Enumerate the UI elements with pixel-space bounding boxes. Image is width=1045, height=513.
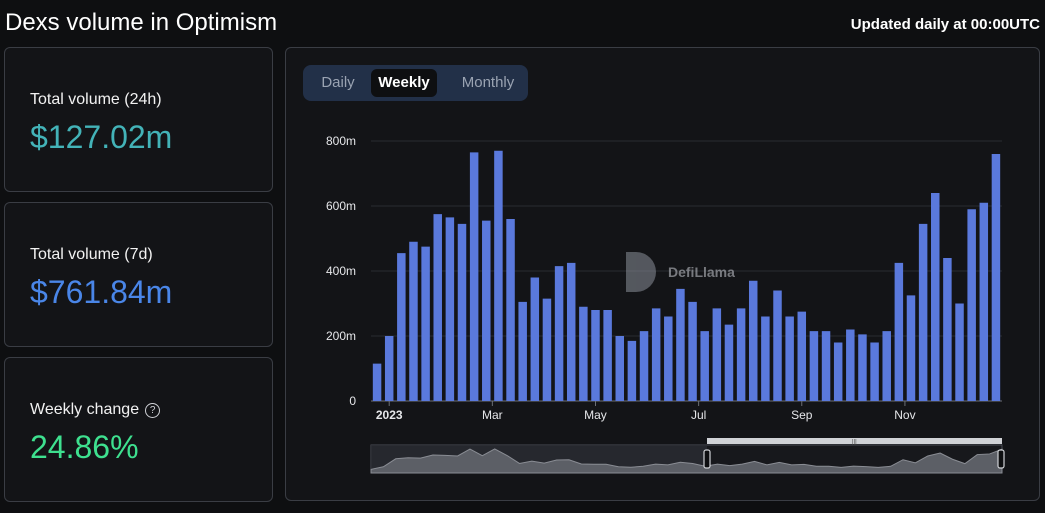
- volume-bar[interactable]: [664, 316, 673, 402]
- volume-bar[interactable]: [627, 340, 637, 402]
- volume-bar[interactable]: [566, 262, 576, 402]
- stat-label-weekly-change: Weekly change?: [30, 401, 161, 419]
- volume-bar[interactable]: [591, 310, 600, 401]
- volume-bar[interactable]: [821, 331, 831, 402]
- volume-bar[interactable]: [518, 301, 527, 402]
- volume-bar[interactable]: [409, 241, 418, 401]
- stat-value-weekly-change: 24.86%: [30, 429, 139, 465]
- volume-bar[interactable]: [542, 298, 552, 402]
- volume-bar[interactable]: [773, 290, 782, 402]
- volume-bar[interactable]: [384, 336, 394, 401]
- volume-bar[interactable]: [639, 331, 649, 402]
- volume-bar[interactable]: [846, 329, 855, 402]
- tab-weekly[interactable]: Weekly: [371, 69, 437, 97]
- x-tick-label: Jul: [691, 408, 706, 422]
- x-tick-label: May: [584, 408, 607, 422]
- brush-overview-line: [370, 448, 1003, 474]
- x-tick-label: 2023: [376, 408, 403, 422]
- volume-bar[interactable]: [469, 152, 479, 402]
- volume-bar[interactable]: [955, 303, 964, 402]
- volume-bar[interactable]: [748, 280, 758, 401]
- stat-card-24h: Total volume (24h) $127.02m: [4, 47, 273, 192]
- tab-daily[interactable]: Daily: [321, 74, 355, 91]
- volume-bar[interactable]: [833, 342, 843, 402]
- update-note: Updated daily at 00:00UTC: [850, 16, 1040, 33]
- volume-bar[interactable]: [421, 246, 430, 402]
- x-tick-label: Sep: [791, 408, 813, 422]
- period-tabs: Daily Weekly Monthly: [303, 65, 528, 101]
- volume-bar[interactable]: [797, 311, 807, 402]
- volume-bar[interactable]: [372, 363, 382, 402]
- y-tick-label: 0: [349, 394, 356, 408]
- stat-value-24h: $127.02m: [30, 119, 173, 155]
- volume-bar[interactable]: [736, 308, 746, 402]
- volume-bar[interactable]: [615, 336, 624, 401]
- volume-bar[interactable]: [397, 253, 406, 402]
- volume-bar[interactable]: [858, 334, 867, 402]
- volume-bar[interactable]: [894, 262, 904, 402]
- volume-bar[interactable]: [530, 277, 540, 402]
- volume-bar[interactable]: [931, 193, 940, 401]
- volume-bar[interactable]: [906, 295, 916, 402]
- brush-selected-bar[interactable]: [707, 438, 1002, 444]
- volume-bar[interactable]: [785, 316, 794, 402]
- y-tick-label: 800m: [326, 134, 356, 148]
- volume-bar-chart: DefiLlama 0 200m 400m 600m 800m 2023 Mar May Ju…: [326, 134, 1005, 474]
- defillama-watermark: DefiLlama: [626, 252, 735, 292]
- volume-bar[interactable]: [482, 220, 491, 402]
- x-tick-label: Nov: [894, 408, 915, 422]
- volume-bar[interactable]: [918, 223, 928, 402]
- stat-card-weekly-change: Weekly change? 24.86%: [4, 357, 273, 502]
- volume-bar[interactable]: [457, 223, 467, 402]
- brush-grip-icon: |||: [852, 440, 857, 446]
- volume-bar[interactable]: [445, 217, 455, 402]
- volume-bar[interactable]: [967, 209, 976, 401]
- volume-bar[interactable]: [554, 266, 564, 402]
- volume-bar[interactable]: [651, 308, 661, 402]
- volume-bar[interactable]: [603, 310, 612, 401]
- stat-label-7d: Total volume (7d): [30, 246, 153, 263]
- range-brush[interactable]: |||: [370, 438, 1005, 474]
- tab-monthly[interactable]: Monthly: [461, 74, 515, 91]
- y-tick-label: 400m: [326, 264, 356, 278]
- volume-bar[interactable]: [991, 154, 1001, 401]
- help-icon[interactable]: ?: [145, 403, 161, 418]
- defillama-logo-icon: [626, 252, 656, 292]
- volume-bar[interactable]: [506, 219, 515, 401]
- stat-value-7d: $761.84m: [30, 274, 173, 310]
- volume-bar[interactable]: [882, 331, 891, 402]
- volume-bar[interactable]: [979, 202, 989, 401]
- chart-panel: Daily Weekly Monthly DefiLlama 0 200m 400m…: [285, 47, 1040, 501]
- watermark-text: DefiLlama: [668, 264, 735, 280]
- volume-bar[interactable]: [870, 342, 879, 402]
- weekly-change-label: Weekly change: [30, 401, 140, 418]
- volume-bar[interactable]: [724, 324, 734, 402]
- brush-handle-right[interactable]: [997, 449, 1005, 469]
- volume-bar[interactable]: [761, 316, 770, 402]
- y-tick-label: 600m: [326, 199, 356, 213]
- page-title: Dexs volume in Optimism: [5, 9, 278, 36]
- volume-bar[interactable]: [579, 306, 588, 401]
- volume-bar[interactable]: [433, 214, 442, 402]
- volume-bar[interactable]: [676, 288, 685, 402]
- volume-bar[interactable]: [494, 150, 503, 401]
- stat-card-7d: Total volume (7d) $761.84m: [4, 202, 273, 347]
- y-tick-label: 200m: [326, 329, 356, 343]
- x-tick-label: Mar: [482, 408, 503, 422]
- volume-bar[interactable]: [943, 258, 952, 401]
- volume-bar[interactable]: [700, 331, 709, 402]
- volume-bar[interactable]: [712, 308, 722, 402]
- brush-handle-left[interactable]: [703, 449, 711, 469]
- stat-label-24h: Total volume (24h): [30, 91, 162, 108]
- volume-bar[interactable]: [688, 301, 697, 402]
- volume-bar[interactable]: [809, 331, 819, 402]
